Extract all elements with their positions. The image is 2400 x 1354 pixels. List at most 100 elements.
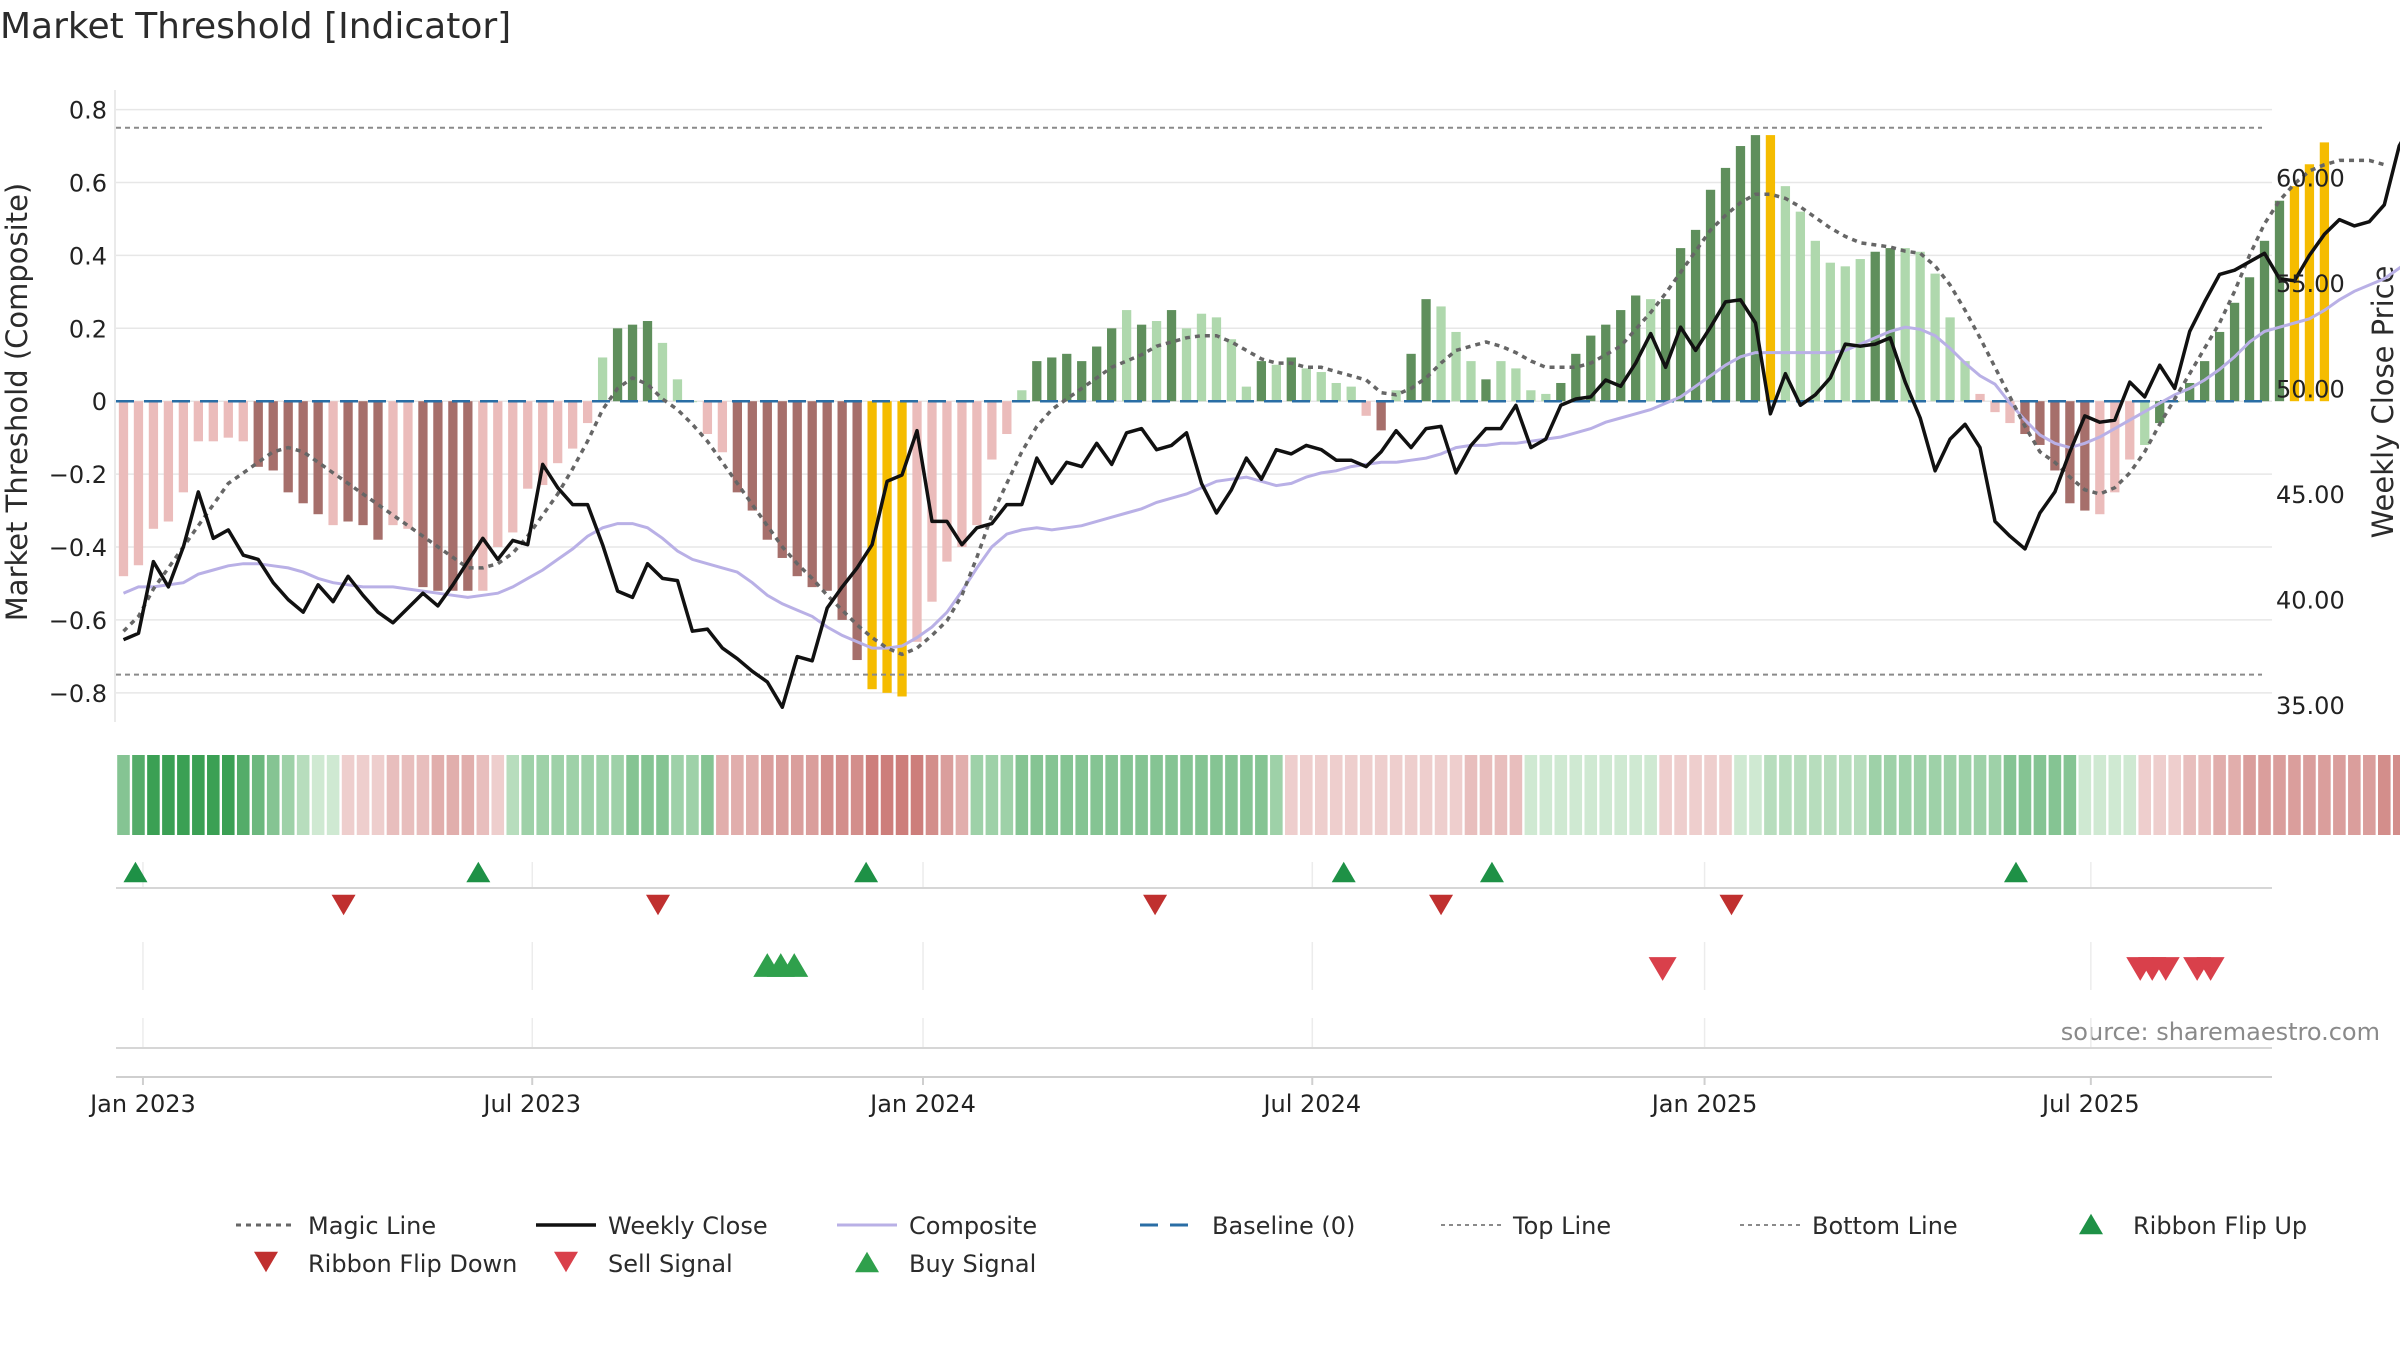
ribbon-cell	[2079, 755, 2092, 835]
composite-bar	[1466, 361, 1475, 401]
composite-bar	[1167, 310, 1176, 401]
ribbon-flip-down-marker	[332, 895, 356, 915]
ribbon-cell	[192, 755, 205, 835]
ribbon-cell	[1540, 755, 1553, 835]
ribbon-cell	[1989, 755, 2002, 835]
ribbon-cell	[1659, 755, 1672, 835]
ribbon-flip-up-marker	[1332, 862, 1356, 882]
ribbon-cell	[1255, 755, 1268, 835]
ribbon-cell	[1779, 755, 1792, 835]
composite-bar	[2050, 401, 2059, 470]
y-tick-label: 0.2	[69, 315, 107, 343]
composite-bar	[269, 401, 278, 470]
legend-item: Magic Line	[236, 1212, 436, 1240]
composite-bar	[254, 401, 263, 467]
ribbon-cell	[432, 755, 445, 835]
ribbon-cell	[1435, 755, 1448, 835]
ribbon-cell	[1195, 755, 1208, 835]
composite-bar	[1302, 368, 1311, 401]
source-credit: source: sharemaestro.com	[2061, 1018, 2380, 1046]
ribbon-cell	[1375, 755, 1388, 835]
ribbon-cell	[971, 755, 984, 835]
composite-bar	[1945, 317, 1954, 401]
ribbon-cell	[2168, 755, 2181, 835]
ribbon-cell	[1674, 755, 1687, 835]
composite-bar	[1781, 186, 1790, 401]
composite-bar	[119, 401, 128, 576]
y2-tick-label: 40.00	[2276, 587, 2345, 615]
chart-title: Market Threshold [Indicator]	[0, 6, 511, 47]
composite-bar	[1077, 361, 1086, 401]
ribbon-cell	[986, 755, 999, 835]
composite-bar	[1451, 332, 1460, 401]
ribbon-cell	[1405, 755, 1418, 835]
composite-bar	[358, 401, 367, 525]
composite-bar	[1242, 387, 1251, 402]
ribbon-cell	[2123, 755, 2136, 835]
legend-label: Top Line	[1512, 1212, 1611, 1240]
ribbon-cell	[2378, 755, 2391, 835]
ribbon-cell	[147, 755, 160, 835]
composite-bar	[1436, 306, 1445, 401]
ribbon-cell	[327, 755, 340, 835]
legend-item: Baseline (0)	[1140, 1212, 1355, 1240]
ribbon-cell	[462, 755, 475, 835]
composite-bar	[1706, 190, 1715, 401]
composite-bar	[373, 401, 382, 540]
composite-bar	[134, 401, 143, 565]
x-tick-label: Jul 2024	[1261, 1090, 1361, 1118]
composite-bar	[1481, 379, 1490, 401]
ribbon-cell	[686, 755, 699, 835]
ribbon-cell	[866, 755, 879, 835]
composite-bar	[897, 401, 906, 696]
ribbon-cell	[207, 755, 220, 835]
sell-signal-marker	[1649, 957, 1677, 981]
composite-bar	[2095, 401, 2104, 514]
ribbon-cell	[521, 755, 534, 835]
ribbon-cell	[701, 755, 714, 835]
composite-bar	[1212, 317, 1221, 401]
composite-bar	[1347, 387, 1356, 402]
ribbon-cell	[1869, 755, 1882, 835]
ribbon-cell	[1270, 755, 1283, 835]
composite-bar	[1646, 299, 1655, 401]
composite-bar	[972, 401, 981, 525]
y-tick-label: −0.6	[49, 607, 107, 635]
ribbon-cell	[2004, 755, 2017, 835]
composite-bar	[1362, 401, 1371, 416]
ribbon-cell	[1555, 755, 1568, 835]
composite-bar	[1631, 295, 1640, 401]
ribbon-cell	[2049, 755, 2062, 835]
composite-bar	[1571, 354, 1580, 401]
x-tick-label: Jul 2025	[2040, 1090, 2140, 1118]
ribbon-cell	[312, 755, 325, 835]
composite-bar	[164, 401, 173, 521]
ribbon-cell	[1390, 755, 1403, 835]
legend-label: Ribbon Flip Up	[2133, 1212, 2307, 1240]
legend-label: Composite	[909, 1212, 1037, 1240]
ribbon-cell	[1465, 755, 1478, 835]
ribbon-cell	[626, 755, 639, 835]
ribbon-cell	[1105, 755, 1118, 835]
ribbon-cell	[1614, 755, 1627, 835]
composite-bar	[1377, 401, 1386, 430]
composite-bar	[1406, 354, 1415, 401]
ribbon-cell	[1135, 755, 1148, 835]
ribbon-cell	[1644, 755, 1657, 835]
x-tick-label: Jul 2023	[481, 1090, 581, 1118]
composite-bar	[313, 401, 322, 514]
legend-item: Bottom Line	[1740, 1212, 1958, 1240]
composite-bar	[1152, 321, 1161, 401]
composite-bar	[748, 401, 757, 510]
composite-bar	[1062, 354, 1071, 401]
composite-bar	[1736, 146, 1745, 401]
composite-bar	[1272, 365, 1281, 401]
composite-bar	[1916, 252, 1925, 401]
composite-bar	[209, 401, 218, 441]
ribbon-cell	[1599, 755, 1612, 835]
ribbon-cell	[2153, 755, 2166, 835]
ribbon-cell	[1794, 755, 1807, 835]
magic-line	[124, 160, 2385, 654]
